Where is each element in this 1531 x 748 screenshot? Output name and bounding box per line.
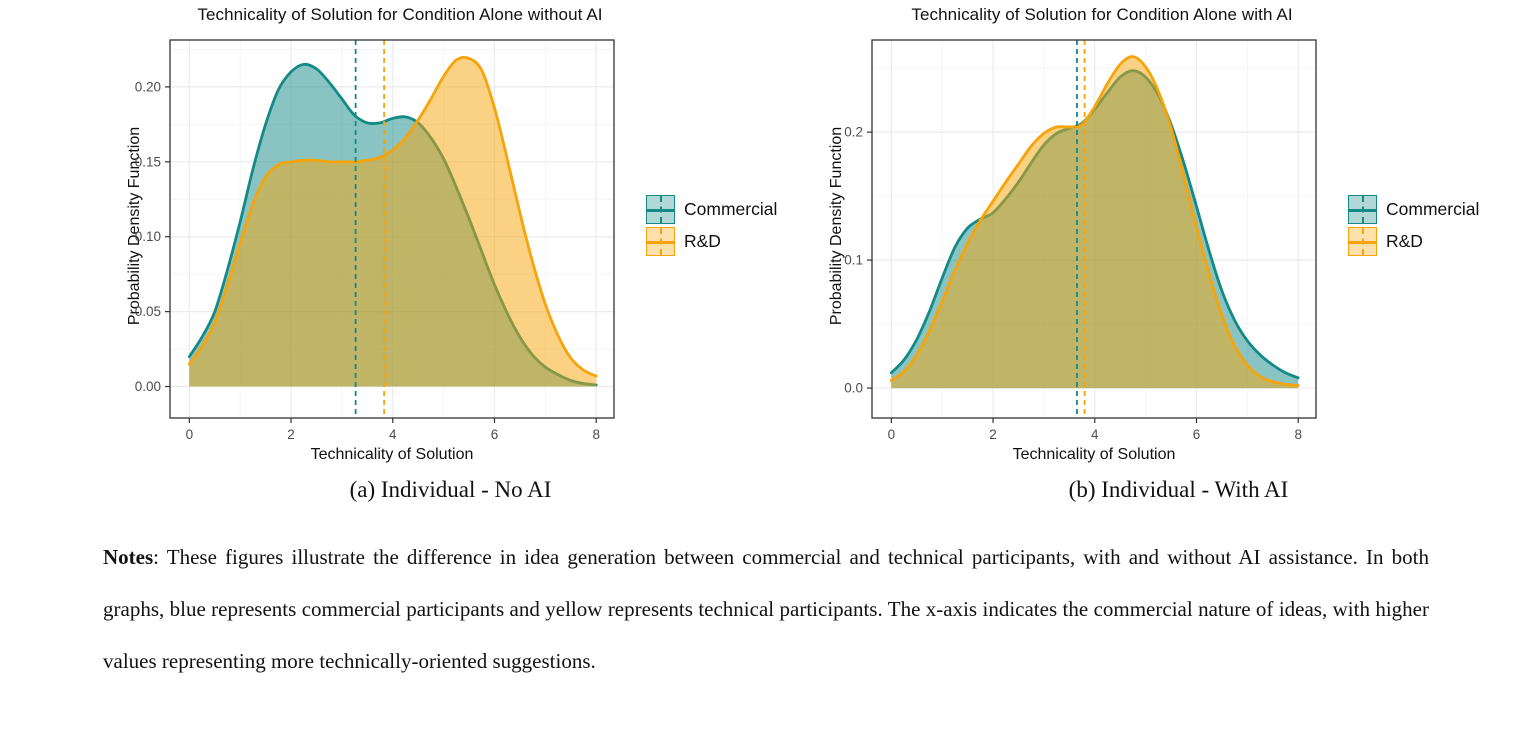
chart-title-a: Technicality of Solution for Condition A… — [197, 5, 603, 24]
notes-label: Notes — [103, 545, 154, 569]
density-plot-a: 0 2 4 6 8 0.00 0.05 0.10 0.15 0.20 — [135, 39, 615, 442]
svg-text:8: 8 — [1294, 427, 1302, 442]
subfigure-caption-b: (b) Individual - With AI — [1068, 477, 1289, 502]
legend-key-swatch — [1348, 195, 1377, 224]
figure-panel-a: Technicality of Solution for Condition A… — [120, 0, 825, 470]
subfigure-caption-a: (a) Individual - No AI — [349, 477, 552, 502]
legend-item-commercial: Commercial — [1348, 194, 1479, 225]
svg-text:6: 6 — [1193, 427, 1201, 442]
svg-text:6: 6 — [491, 427, 499, 442]
legend-key-swatch — [1348, 227, 1377, 256]
chart-title-b: Technicality of Solution for Condition A… — [911, 5, 1293, 24]
svg-text:0.00: 0.00 — [135, 379, 161, 394]
legend-key-dashed-line — [1362, 228, 1364, 255]
svg-text:0.15: 0.15 — [135, 154, 161, 169]
svg-text:8: 8 — [592, 427, 600, 442]
svg-text:0: 0 — [888, 427, 896, 442]
svg-text:0.2: 0.2 — [844, 125, 863, 140]
legend-key-swatch — [646, 195, 675, 224]
legend-label: Commercial — [684, 199, 778, 219]
legend-a: Commercial R&D — [646, 194, 777, 257]
svg-text:4: 4 — [1091, 427, 1099, 442]
legend-item-r-d: R&D — [646, 226, 777, 257]
legend-item-commercial: Commercial — [646, 194, 777, 225]
svg-text:2: 2 — [989, 427, 997, 442]
legend-b: Commercial R&D — [1348, 194, 1479, 257]
legend-label: R&D — [684, 231, 721, 251]
svg-text:0.10: 0.10 — [135, 229, 161, 244]
x-axis-title-a: Technicality of Solution — [310, 446, 474, 463]
svg-text:0.0: 0.0 — [844, 381, 863, 396]
svg-text:0.1: 0.1 — [844, 253, 863, 268]
legend-key-dashed-line — [660, 196, 662, 223]
density-plot-b: 0 2 4 6 8 0.0 0.1 0.2 — [844, 39, 1317, 442]
legend-key-swatch — [646, 227, 675, 256]
svg-text:0: 0 — [186, 427, 194, 442]
legend-key-dashed-line — [660, 228, 662, 255]
legend-key-dashed-line — [1362, 196, 1364, 223]
svg-text:0.20: 0.20 — [135, 79, 161, 94]
x-axis-title-b: Technicality of Solution — [1012, 446, 1176, 463]
svg-text:0.05: 0.05 — [135, 304, 161, 319]
svg-text:2: 2 — [287, 427, 295, 442]
notes-text: : These figures illustrate the differenc… — [103, 545, 1429, 673]
svg-text:4: 4 — [389, 427, 397, 442]
legend-label: R&D — [1386, 231, 1423, 251]
figure-notes: Notes: These figures illustrate the diff… — [103, 531, 1429, 687]
legend-label: Commercial — [1386, 199, 1480, 219]
figure-panel-b: Technicality of Solution for Condition A… — [822, 0, 1527, 470]
legend-item-r-d: R&D — [1348, 226, 1479, 257]
